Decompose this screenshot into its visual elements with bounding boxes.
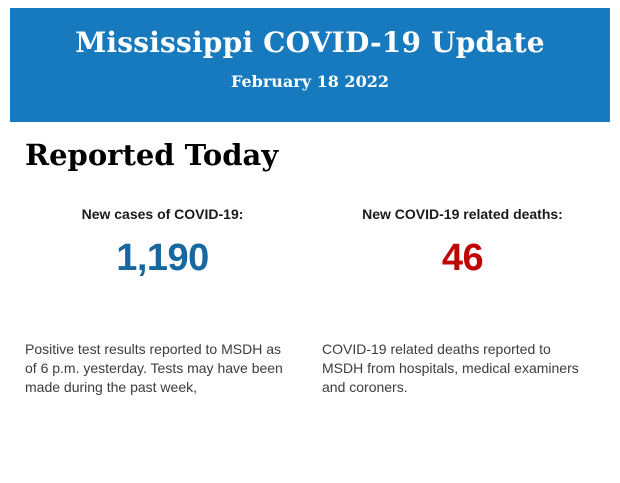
deaths-description: COVID-19 related deaths reported to MSDH… (322, 341, 579, 395)
cases-label: New cases of COVID-19: (81, 206, 244, 222)
banner-title: Mississippi COVID-19 Update (75, 26, 545, 59)
stats-row: New cases of COVID-19: 1,190 New COVID-1… (25, 206, 600, 280)
header-banner: Mississippi COVID-19 Update February 18 … (10, 8, 610, 122)
cases-description: Positive test results reported to MSDH a… (25, 341, 283, 395)
descriptions-row: Positive test results reported to MSDH a… (25, 340, 600, 397)
deaths-value: 46 (441, 237, 484, 279)
section-title: Reported Today (25, 138, 279, 172)
deaths-label: New COVID-19 related deaths: (362, 206, 563, 222)
stat-deaths: New COVID-19 related deaths: 46 (325, 206, 600, 280)
stat-cases: New cases of COVID-19: 1,190 (25, 206, 300, 280)
cases-value: 1,190 (116, 237, 209, 279)
banner-date: February 18 2022 (231, 72, 389, 91)
